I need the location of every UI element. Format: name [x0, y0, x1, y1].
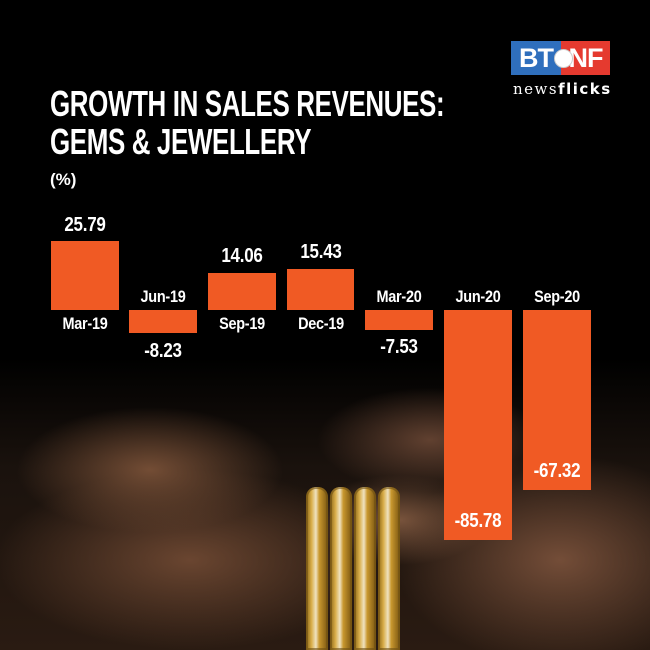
gold-bangle: [354, 487, 376, 650]
bar-value: -8.23: [144, 340, 182, 362]
bar-value: 25.79: [64, 214, 106, 236]
logo-bt: BT: [511, 41, 561, 75]
bar-dec-19: [287, 269, 354, 310]
logo-subtitle: newsflicks: [513, 80, 612, 98]
bar-mar-20: [365, 310, 433, 330]
title-line-1: GROWTH IN SALES REVENUES:: [50, 83, 445, 124]
bar-label: Sep-19: [219, 314, 265, 333]
gold-bangle: [306, 487, 328, 650]
bar-sep-20: [523, 310, 591, 490]
bar-label: Jun-19: [140, 287, 186, 306]
bar-label: Dec-19: [298, 314, 344, 333]
bar-value: -67.32: [533, 460, 581, 482]
bar-value: -7.53: [380, 336, 418, 358]
gold-bangle: [330, 487, 352, 650]
bar-label: Mar-20: [376, 287, 422, 306]
unit-label: (%): [50, 170, 77, 189]
logo-subtitle-news: news: [513, 80, 559, 98]
title-line-2: GEMS & JEWELLERY: [50, 121, 312, 162]
bar-value: -85.78: [454, 510, 502, 532]
bar-jun-19: [129, 310, 197, 333]
bar-sep-19: [208, 273, 276, 310]
logo-subtitle-flicks: flicks: [558, 80, 612, 98]
bar-value: 15.43: [300, 241, 342, 263]
bar-label: Jun-20: [455, 287, 501, 306]
bar-jun-20: [444, 310, 512, 540]
bt-nf-logo: BT NF: [511, 41, 610, 75]
bar-label: Mar-19: [62, 314, 108, 333]
bar-value: 14.06: [221, 245, 263, 267]
gold-bangle: [378, 487, 400, 650]
chart-title: GROWTH IN SALES REVENUES: GEMS & JEWELLE…: [50, 83, 445, 162]
logo-nf: NF: [561, 41, 610, 75]
globe-icon: [554, 49, 573, 68]
bar-mar-19: [51, 241, 119, 310]
bar-label: Sep-20: [534, 287, 580, 306]
